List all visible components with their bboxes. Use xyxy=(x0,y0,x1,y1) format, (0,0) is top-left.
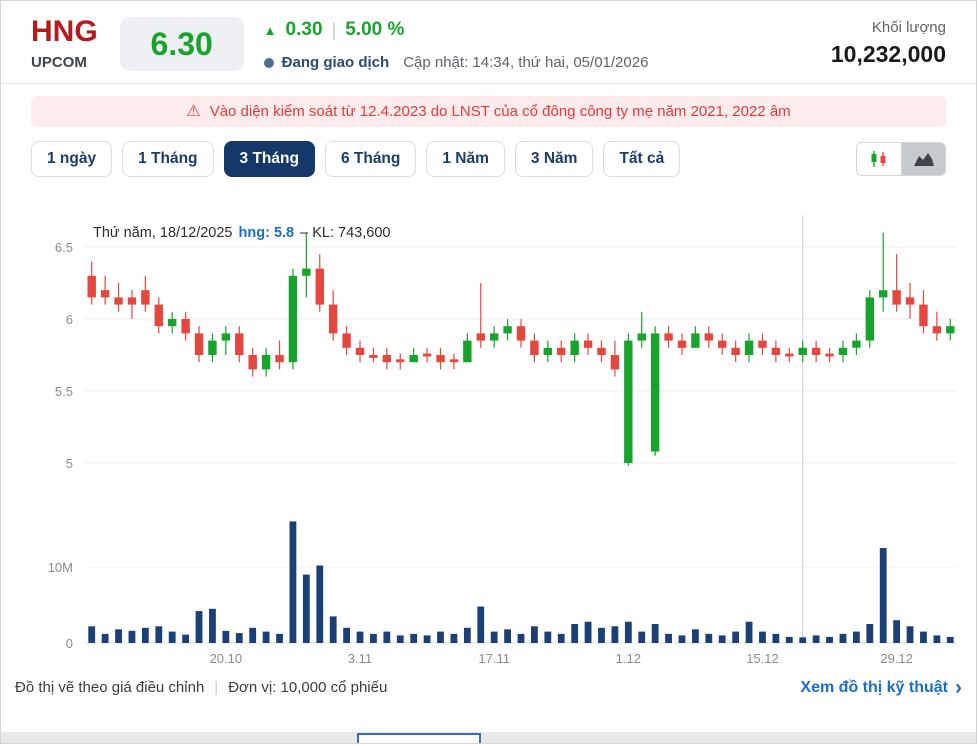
adjusted-price-note: Đồ thị vẽ theo giá điều chỉnh xyxy=(15,679,205,696)
warning-banner: ⚠ Vào diện kiểm soát từ 12.4.2023 do LNS… xyxy=(31,96,946,127)
price-volume-chart[interactable]: 6.5 6 5.5 5 10M 0 20.10 3.11 17.11 1.12 15.12 29.12 xyxy=(5,211,970,673)
unit-note: Đơn vị: 10,000 cổ phiếu xyxy=(228,679,388,696)
chart-toolbar: 1 ngày 1 Tháng 3 Tháng 6 Tháng 1 Năm 3 Năm Tất… xyxy=(31,141,946,177)
exchange-label: UPCOM xyxy=(31,54,87,71)
change-block: ▲ 0.30 | 5.00 % Đang giao dịch Cập nhật:… xyxy=(263,17,649,71)
svg-text:29.12: 29.12 xyxy=(880,651,913,666)
volume-value: 10,232,000 xyxy=(830,41,946,67)
axis-labels: 6.5 6 5.5 5 10M 0 20.10 3.11 17.11 1.12 15.12 29.12 xyxy=(48,240,913,666)
volume-label: Khối lượng xyxy=(871,19,946,36)
status-row: Đang giao dịch Cập nhật: 14:34, thứ hai,… xyxy=(263,54,649,71)
svg-text:1.12: 1.12 xyxy=(616,651,641,666)
tab-Tất cả[interactable]: Tất cả xyxy=(603,141,681,177)
area-chart-icon xyxy=(913,153,934,166)
technical-chart-link-label: Xem đồ thị kỹ thuật xyxy=(800,678,948,696)
divider: | xyxy=(331,19,337,40)
price-change: 0.30 xyxy=(285,19,323,40)
gridlines xyxy=(85,215,957,644)
change-row: ▲ 0.30 | 5.00 % xyxy=(264,19,649,41)
chevron-right-icon: › xyxy=(955,676,962,699)
tooltip-price: hng: 5.8 xyxy=(238,225,295,241)
svg-text:17.11: 17.11 xyxy=(478,651,510,666)
svg-text:20.10: 20.10 xyxy=(210,651,243,666)
candles xyxy=(87,232,955,466)
chart-footer: Đồ thị vẽ theo giá điều chỉnh | Đơn vị: … xyxy=(15,677,962,698)
symbol-block: HNG UPCOM xyxy=(31,15,98,72)
candlestick-icon xyxy=(871,151,886,167)
header: HNG UPCOM 6.30 ▲ 0.30 | 5.00 % Đang giao… xyxy=(1,1,976,84)
area-chart-button[interactable] xyxy=(901,143,945,175)
trading-status: Đang giao dịch xyxy=(281,54,390,71)
volume-block: Khối lượng 10,232,000 xyxy=(831,17,946,68)
bottom-strip xyxy=(1,732,976,743)
tab-3 Năm[interactable]: 3 Năm xyxy=(514,141,594,177)
last-updated: Cập nhật: 14:34, thứ hai, 05/01/2026 xyxy=(403,54,649,71)
tab-1 ngày[interactable]: 1 ngày xyxy=(31,141,113,177)
up-arrow-icon: ▲ xyxy=(263,22,277,38)
status-dot-icon xyxy=(263,57,274,68)
svg-text:0: 0 xyxy=(66,636,73,651)
technical-chart-link[interactable]: Xem đồ thị kỹ thuật › xyxy=(800,677,962,698)
svg-text:6.5: 6.5 xyxy=(55,240,73,255)
tab-3 Tháng[interactable]: 3 Tháng xyxy=(223,141,315,177)
chart-type-toggle xyxy=(856,142,946,176)
tooltip-date: Thứ năm, 18/12/2025 xyxy=(93,225,233,241)
svg-text:10M: 10M xyxy=(48,560,73,575)
svg-text:3.11: 3.11 xyxy=(348,651,372,666)
warning-text: Vào diện kiểm soát từ 12.4.2023 do LNST … xyxy=(209,103,791,120)
volume-bars xyxy=(88,521,954,643)
stock-symbol: HNG xyxy=(31,15,98,48)
timeframe-tabs: 1 ngày 1 Tháng 3 Tháng 6 Tháng 1 Năm 3 Năm Tất… xyxy=(31,141,681,177)
tab-6 Tháng[interactable]: 6 Tháng xyxy=(324,141,417,177)
footer-divider: | xyxy=(214,679,219,696)
svg-text:15.12: 15.12 xyxy=(746,651,779,666)
svg-text:5: 5 xyxy=(66,456,73,471)
warning-icon: ⚠ xyxy=(186,102,201,120)
chart-tooltip: Thứ năm, 18/12/2025 hng: 5.8 – KL: 743,6… xyxy=(93,225,390,241)
svg-text:6: 6 xyxy=(66,312,73,327)
chart-area[interactable]: Thứ năm, 18/12/2025 hng: 5.8 – KL: 743,6… xyxy=(5,211,972,673)
candlestick-chart-button[interactable] xyxy=(857,143,901,175)
tooltip-volume: – KL: 743,600 xyxy=(300,225,391,241)
tab-1 Năm[interactable]: 1 Năm xyxy=(426,141,505,177)
svg-text:5.5: 5.5 xyxy=(55,384,73,399)
tab-1 Tháng[interactable]: 1 Tháng xyxy=(122,141,214,177)
price-change-percent: 5.00 % xyxy=(345,19,405,40)
current-price: 6.30 xyxy=(119,17,244,71)
cutoff-control xyxy=(357,733,481,743)
